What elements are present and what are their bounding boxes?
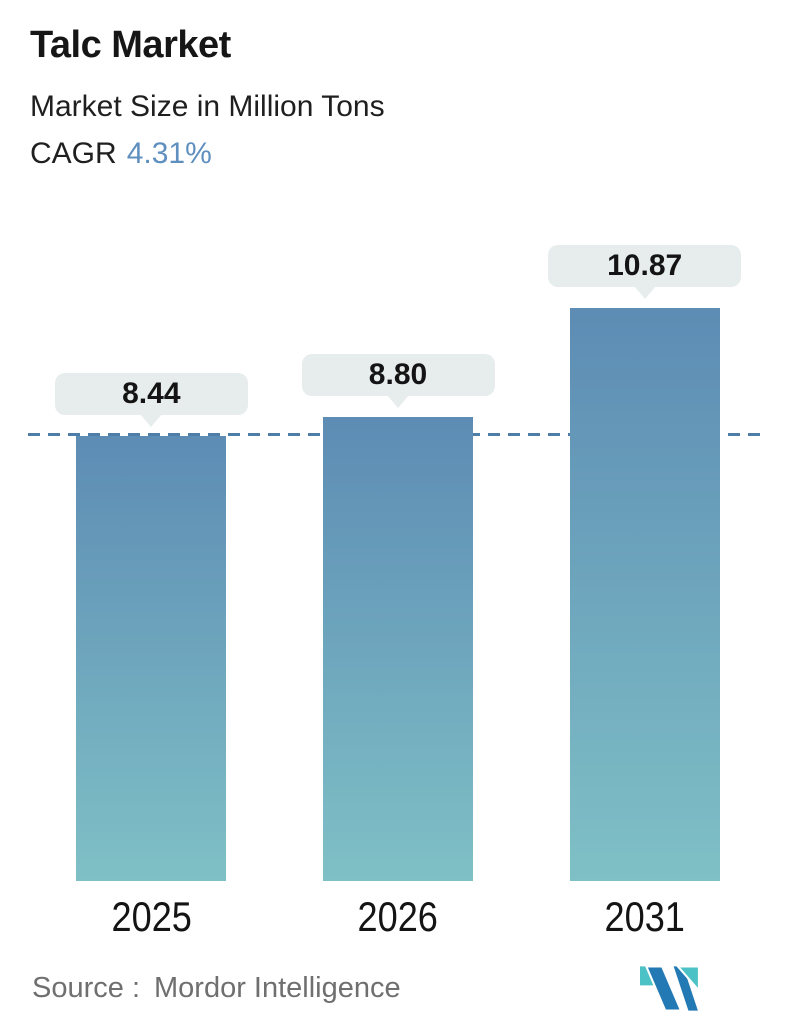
page-title: Talc Market <box>30 24 231 66</box>
source-name: Mordor Intelligence <box>154 972 401 1004</box>
cagr-value: 4.31% <box>126 137 212 170</box>
bar-group-2031: 10.87 <box>521 220 768 881</box>
x-tick-label: 2026 <box>357 893 439 940</box>
callout-pointer-icon <box>633 286 656 299</box>
chart-footer: Source : Mordor Intelligence <box>0 965 796 1012</box>
bar-chart: 8.44 8.80 10.87 <box>28 220 768 881</box>
value-callout: 10.87 <box>548 245 742 299</box>
value-callout: 8.44 <box>54 373 248 427</box>
value-label: 8.44 <box>54 373 248 415</box>
bar-2025 <box>76 436 227 881</box>
cagr-label: CAGR <box>30 137 117 170</box>
x-tick: 2025 <box>28 893 275 941</box>
logo-left-stroke <box>644 965 683 1012</box>
value-label: 8.80 <box>301 354 495 396</box>
x-tick-label: 2031 <box>604 893 685 940</box>
x-tick: 2031 <box>521 893 768 941</box>
callout-pointer-icon <box>387 395 409 408</box>
chart-subtitle: Market Size in Million Tons <box>30 90 385 123</box>
logo-teal-triangle <box>675 965 700 994</box>
x-tick: 2026 <box>275 893 522 941</box>
value-callout: 8.80 <box>301 354 495 408</box>
value-label: 10.87 <box>548 245 742 287</box>
callout-pointer-icon <box>140 414 163 427</box>
x-tick-label: 2025 <box>111 893 192 940</box>
source-text: Source : Mordor Intelligence <box>32 972 401 1005</box>
logo-right-stroke <box>673 966 698 1011</box>
bar-2026 <box>323 417 473 881</box>
bar-2031 <box>569 308 720 881</box>
bar-group-2026: 8.80 <box>275 220 522 881</box>
mordor-intelligence-logo <box>640 965 700 1012</box>
bar-group-2025: 8.44 <box>28 220 275 881</box>
cagr-line: CAGR 4.31% <box>30 137 766 170</box>
chart-header: Talc Market Market Size in Million Tons … <box>0 0 796 170</box>
bar-columns: 8.44 8.80 10.87 <box>28 220 768 881</box>
source-prefix: Source : <box>32 972 140 1004</box>
x-axis-labels: 2025 2026 2031 <box>28 881 768 941</box>
